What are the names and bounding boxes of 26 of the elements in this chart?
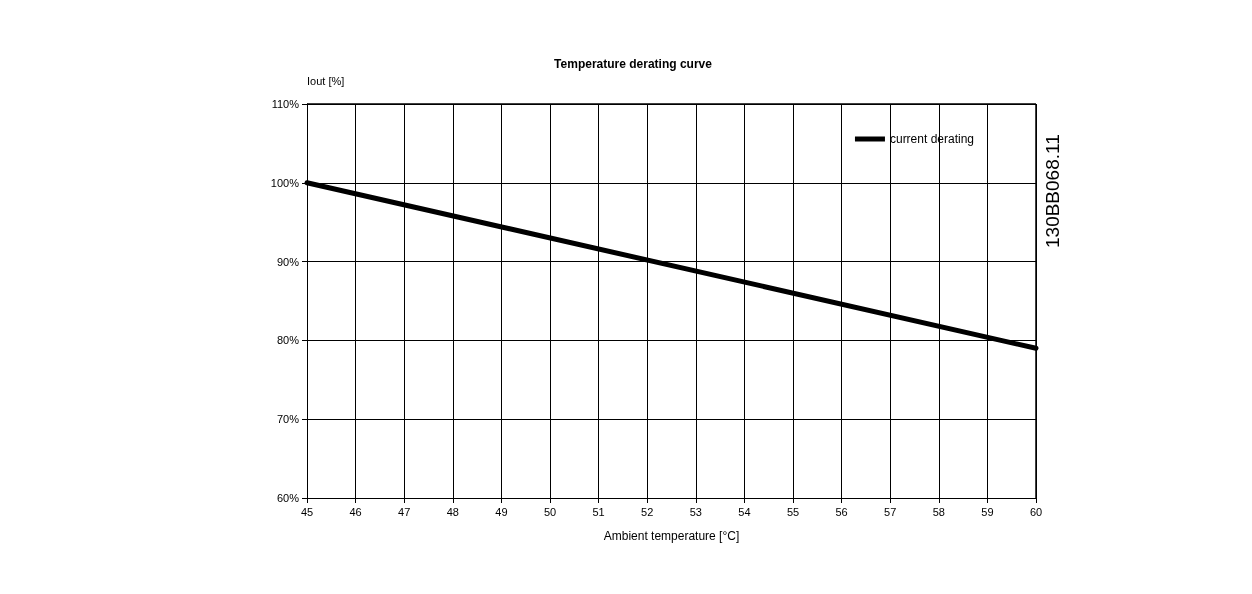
x-tick-label: 52 <box>641 505 654 518</box>
x-tick-label: 50 <box>543 505 557 518</box>
y-tick-label: 60% <box>276 492 300 504</box>
y-tick-label: 80% <box>276 334 300 347</box>
chart-title: Temperature derating curve <box>554 57 713 71</box>
x-tick-label: 53 <box>689 505 702 518</box>
x-tick-label: 58 <box>932 505 945 518</box>
x-tick-label: 48 <box>446 505 459 518</box>
x-tick-label: 60 <box>1029 505 1043 518</box>
x-tick-label: 45 <box>300 505 314 518</box>
text: 130BB068.11 <box>1042 134 1063 248</box>
x-tick-label: 51 <box>592 505 605 518</box>
x-tick-label: 46 <box>349 505 362 518</box>
x-tick-label: 55 <box>786 505 800 518</box>
x-tick-label: 54 <box>738 505 751 518</box>
x-tick-label: 56 <box>835 505 848 518</box>
x-axis-title: Ambient temperature [°C] <box>603 529 740 543</box>
y-tick-label: 110% <box>271 98 300 110</box>
x-tick-label: 57 <box>884 505 897 518</box>
y-tick-label: 90% <box>276 255 300 268</box>
x-tick-label: 49 <box>495 505 508 518</box>
y-axis-title: Iout [%] <box>307 74 345 87</box>
x-tick-label: 47 <box>398 505 411 518</box>
y-tick-label: 100% <box>270 176 300 189</box>
y-tick-label: 70% <box>276 413 300 426</box>
x-tick-label: 59 <box>981 505 994 518</box>
